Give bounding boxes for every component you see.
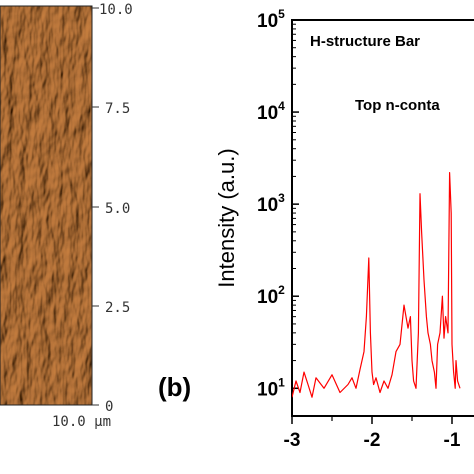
afm-y-tick-label: 10.0 [99,2,133,18]
afm-x-corner-label: 10.0 µm [52,414,111,430]
y-tick-label: 101 [257,375,285,400]
x-tick-label: -1 [444,430,461,451]
y-tick-label: 105 [257,7,285,32]
x-tick-label: -2 [364,430,381,451]
plot-frame [291,19,474,417]
afm-y-tick-label: 7.5 [105,101,130,117]
y-tick-label: 103 [257,191,285,216]
y-tick-label: 104 [257,99,285,124]
y-axis-label: Intensity (a.u.) [214,148,239,287]
intensity-series-line [292,172,461,398]
afm-y-axis: 10.0 7.5 5.0 2.5 0 [92,2,133,415]
afm-y-tick-label: 2.5 [105,300,130,316]
afm-y-tick-label: 0 [105,399,113,415]
x-axis: -3 -2 -1 [284,416,461,451]
x-tick-label: -3 [284,430,301,451]
inset-title: H-structure Bar [310,33,420,50]
inset-subtitle: Top n-conta [355,97,440,114]
afm-panel: 10.0 7.5 5.0 2.5 0 10.0 µm [0,2,133,430]
afm-y-tick-label: 5.0 [105,201,130,217]
afm-image [0,6,92,405]
panel-label-b: (b) [158,372,191,402]
afm-frame [0,5,93,406]
y-tick-label: 102 [257,283,285,308]
y-axis: 101 102 103 104 105 [257,7,299,400]
